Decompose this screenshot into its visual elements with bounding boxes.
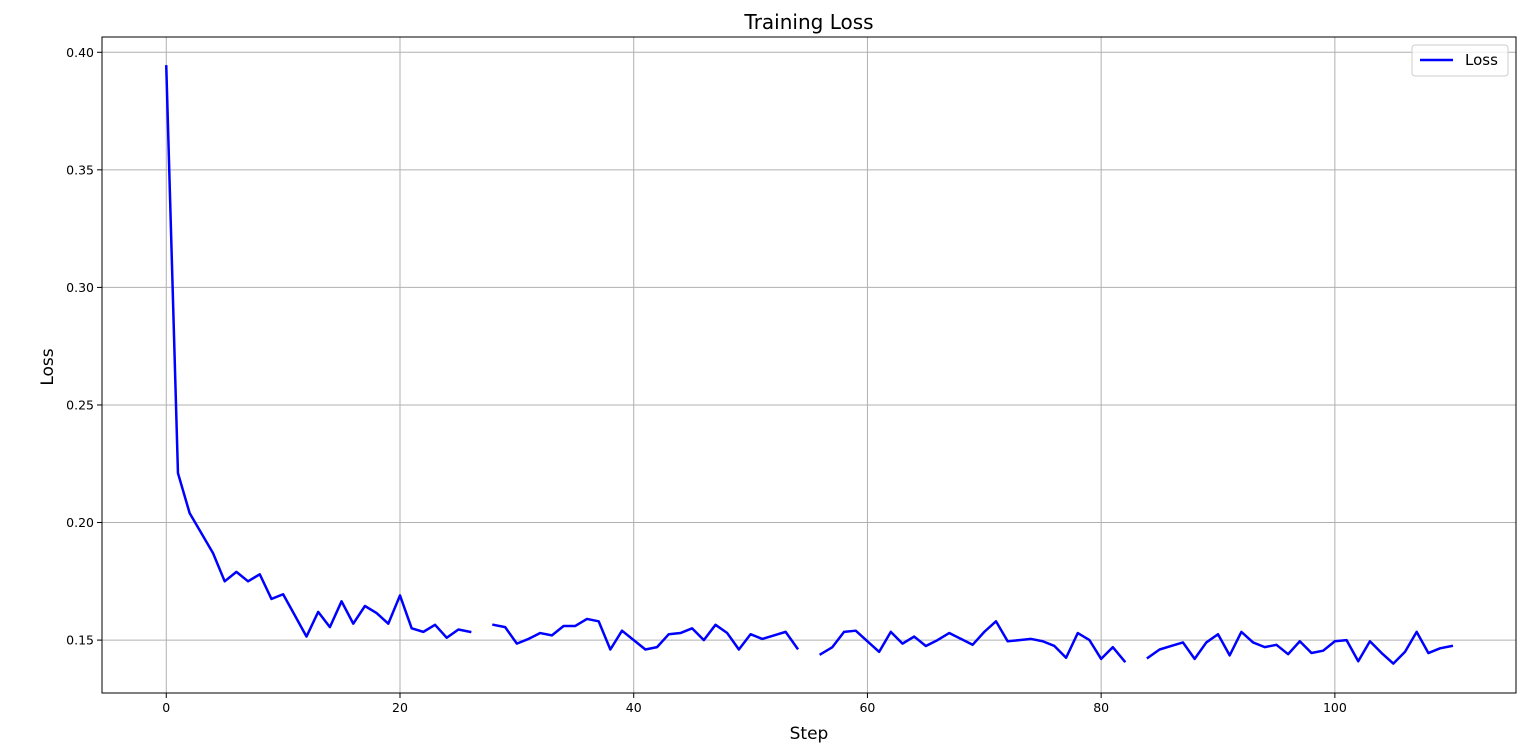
x-tick-label: 0 <box>162 700 170 715</box>
y-tick-label: 0.35 <box>66 162 94 177</box>
legend: Loss <box>1411 44 1509 77</box>
y-tick-label: 0.15 <box>66 633 94 648</box>
y-axis-label: Loss <box>38 348 58 385</box>
y-tick-label: 0.30 <box>66 280 94 295</box>
grid-lines <box>102 37 1516 693</box>
series-line-loss <box>1146 630 1454 665</box>
x-tick-label: 80 <box>1093 700 1109 715</box>
x-tick-label: 100 <box>1323 700 1347 715</box>
plot-area-frame <box>101 36 1517 694</box>
legend-label-loss: Loss <box>1465 51 1498 69</box>
x-tick-label: 20 <box>392 700 408 715</box>
x-tick-label: 40 <box>626 700 642 715</box>
x-axis-ticks: 0 20 40 60 80 100 <box>162 693 1347 715</box>
y-tick-label: 0.20 <box>66 515 94 530</box>
x-tick-label: 60 <box>859 700 875 715</box>
series-group <box>164 65 1454 665</box>
series-line-loss <box>492 617 800 651</box>
chart-title: Training Loss <box>743 10 873 34</box>
y-tick-label: 0.40 <box>66 45 94 60</box>
y-tick-label: 0.25 <box>66 397 94 412</box>
x-axis-label: Step <box>790 724 829 744</box>
series-line-loss <box>164 65 472 639</box>
legend-box <box>1411 44 1509 77</box>
y-axis-ticks: 0.15 0.20 0.25 0.30 0.35 0.40 <box>66 45 102 648</box>
series-line-loss <box>818 620 1127 664</box>
